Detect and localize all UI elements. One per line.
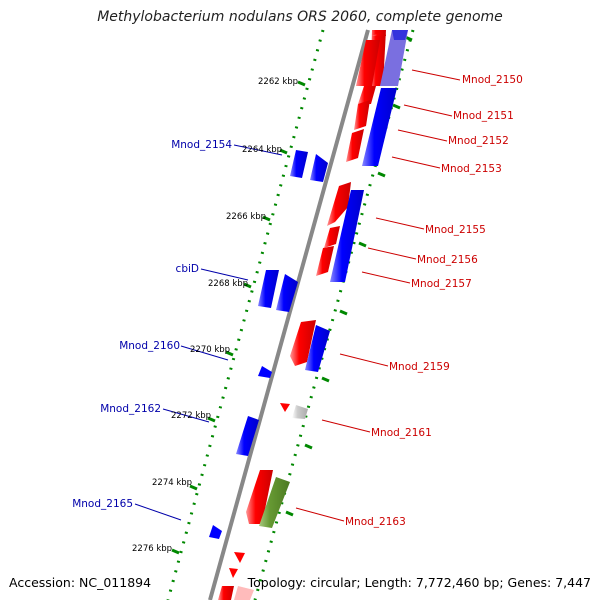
tick-label: 2264 kbp: [242, 145, 282, 155]
gene-feature[interactable]: [372, 30, 386, 36]
gene-feature[interactable]: [290, 150, 308, 178]
gene-feature[interactable]: [246, 470, 273, 524]
gene-label[interactable]: Mnod_2150: [462, 74, 523, 86]
gene-feature[interactable]: [354, 100, 370, 130]
gene-label[interactable]: cbiD: [176, 263, 199, 275]
gene-label[interactable]: Mnod_2153: [441, 163, 502, 175]
gene-feature[interactable]: [380, 30, 408, 86]
tick-label: 2268 kbp: [208, 279, 248, 289]
tick-label: 2266 kbp: [226, 212, 266, 222]
gene-feature[interactable]: [316, 246, 334, 276]
gene-label[interactable]: Mnod_2154: [171, 139, 232, 151]
gene-feature[interactable]: [234, 552, 245, 563]
gene-feature[interactable]: [290, 320, 316, 366]
gene-label[interactable]: Mnod_2152: [448, 135, 509, 147]
gene-feature[interactable]: [258, 270, 279, 308]
forward-strand-features: [218, 30, 386, 600]
gene-feature[interactable]: [310, 154, 328, 182]
right-callout-lines: [295, 69, 461, 522]
gene-feature[interactable]: [229, 568, 238, 578]
tick-labels: 2262 kbp 2264 kbp 2266 kbp 2268 kbp 2270…: [132, 77, 298, 554]
inner-dotted-ring: [166, 29, 325, 600]
gene-feature[interactable]: [356, 40, 380, 86]
gene-feature[interactable]: [209, 525, 222, 539]
gene-feature[interactable]: [236, 416, 259, 456]
gene-feature[interactable]: [358, 86, 376, 104]
tick-label: 2270 kbp: [190, 345, 230, 355]
gene-feature[interactable]: [280, 403, 290, 412]
gene-feature[interactable]: [305, 325, 330, 372]
gene-feature[interactable]: [392, 30, 408, 40]
gene-feature[interactable]: [324, 226, 340, 248]
gene-label[interactable]: Mnod_2161: [371, 427, 432, 439]
topology-text: Topology: circular; Length: 7,772,460 bp…: [247, 575, 591, 590]
tick-label: 2276 kbp: [132, 544, 172, 554]
right-gene-labels: Mnod_2150 Mnod_2151 Mnod_2152 Mnod_2153 …: [345, 74, 523, 528]
gene-label[interactable]: Mnod_2165: [72, 498, 133, 510]
map-title: Methylobacterium nodulans ORS 2060, comp…: [97, 9, 503, 25]
inner-tick-marks: [171, 80, 306, 555]
gene-label[interactable]: Mnod_2160: [119, 340, 180, 352]
gene-label[interactable]: Mnod_2155: [425, 224, 486, 236]
left-gene-labels: Mnod_2154 cbiD Mnod_2160 Mnod_2162 Mnod_…: [72, 139, 232, 510]
gene-feature[interactable]: [292, 405, 308, 419]
accession-text: Accession: NC_011894: [9, 575, 152, 590]
outer-tick-marks: [285, 35, 413, 517]
gene-feature[interactable]: [276, 274, 298, 312]
gene-label[interactable]: Mnod_2162: [100, 403, 161, 415]
gene-label[interactable]: Mnod_2159: [389, 361, 450, 373]
tick-label: 2262 kbp: [258, 77, 298, 87]
gene-feature[interactable]: [330, 190, 364, 282]
backbone: [208, 29, 370, 600]
reverse-strand-features: [234, 30, 408, 600]
left-callout-lines: [134, 144, 283, 521]
gene-feature[interactable]: [327, 182, 351, 226]
gene-feature[interactable]: [218, 586, 234, 600]
inner-strand-features: [209, 150, 328, 539]
gene-label[interactable]: Mnod_2157: [411, 278, 472, 290]
gene-label[interactable]: Mnod_2156: [417, 254, 478, 266]
gene-feature[interactable]: [346, 129, 364, 162]
tick-label: 2274 kbp: [152, 478, 192, 488]
gene-feature[interactable]: [362, 88, 397, 166]
gene-label[interactable]: Mnod_2163: [345, 516, 406, 528]
gene-feature[interactable]: [258, 366, 272, 378]
tick-label: 2272 kbp: [171, 411, 211, 421]
gene-feature[interactable]: [234, 586, 254, 600]
gene-feature[interactable]: [259, 477, 290, 528]
gene-label[interactable]: Mnod_2151: [453, 110, 514, 122]
